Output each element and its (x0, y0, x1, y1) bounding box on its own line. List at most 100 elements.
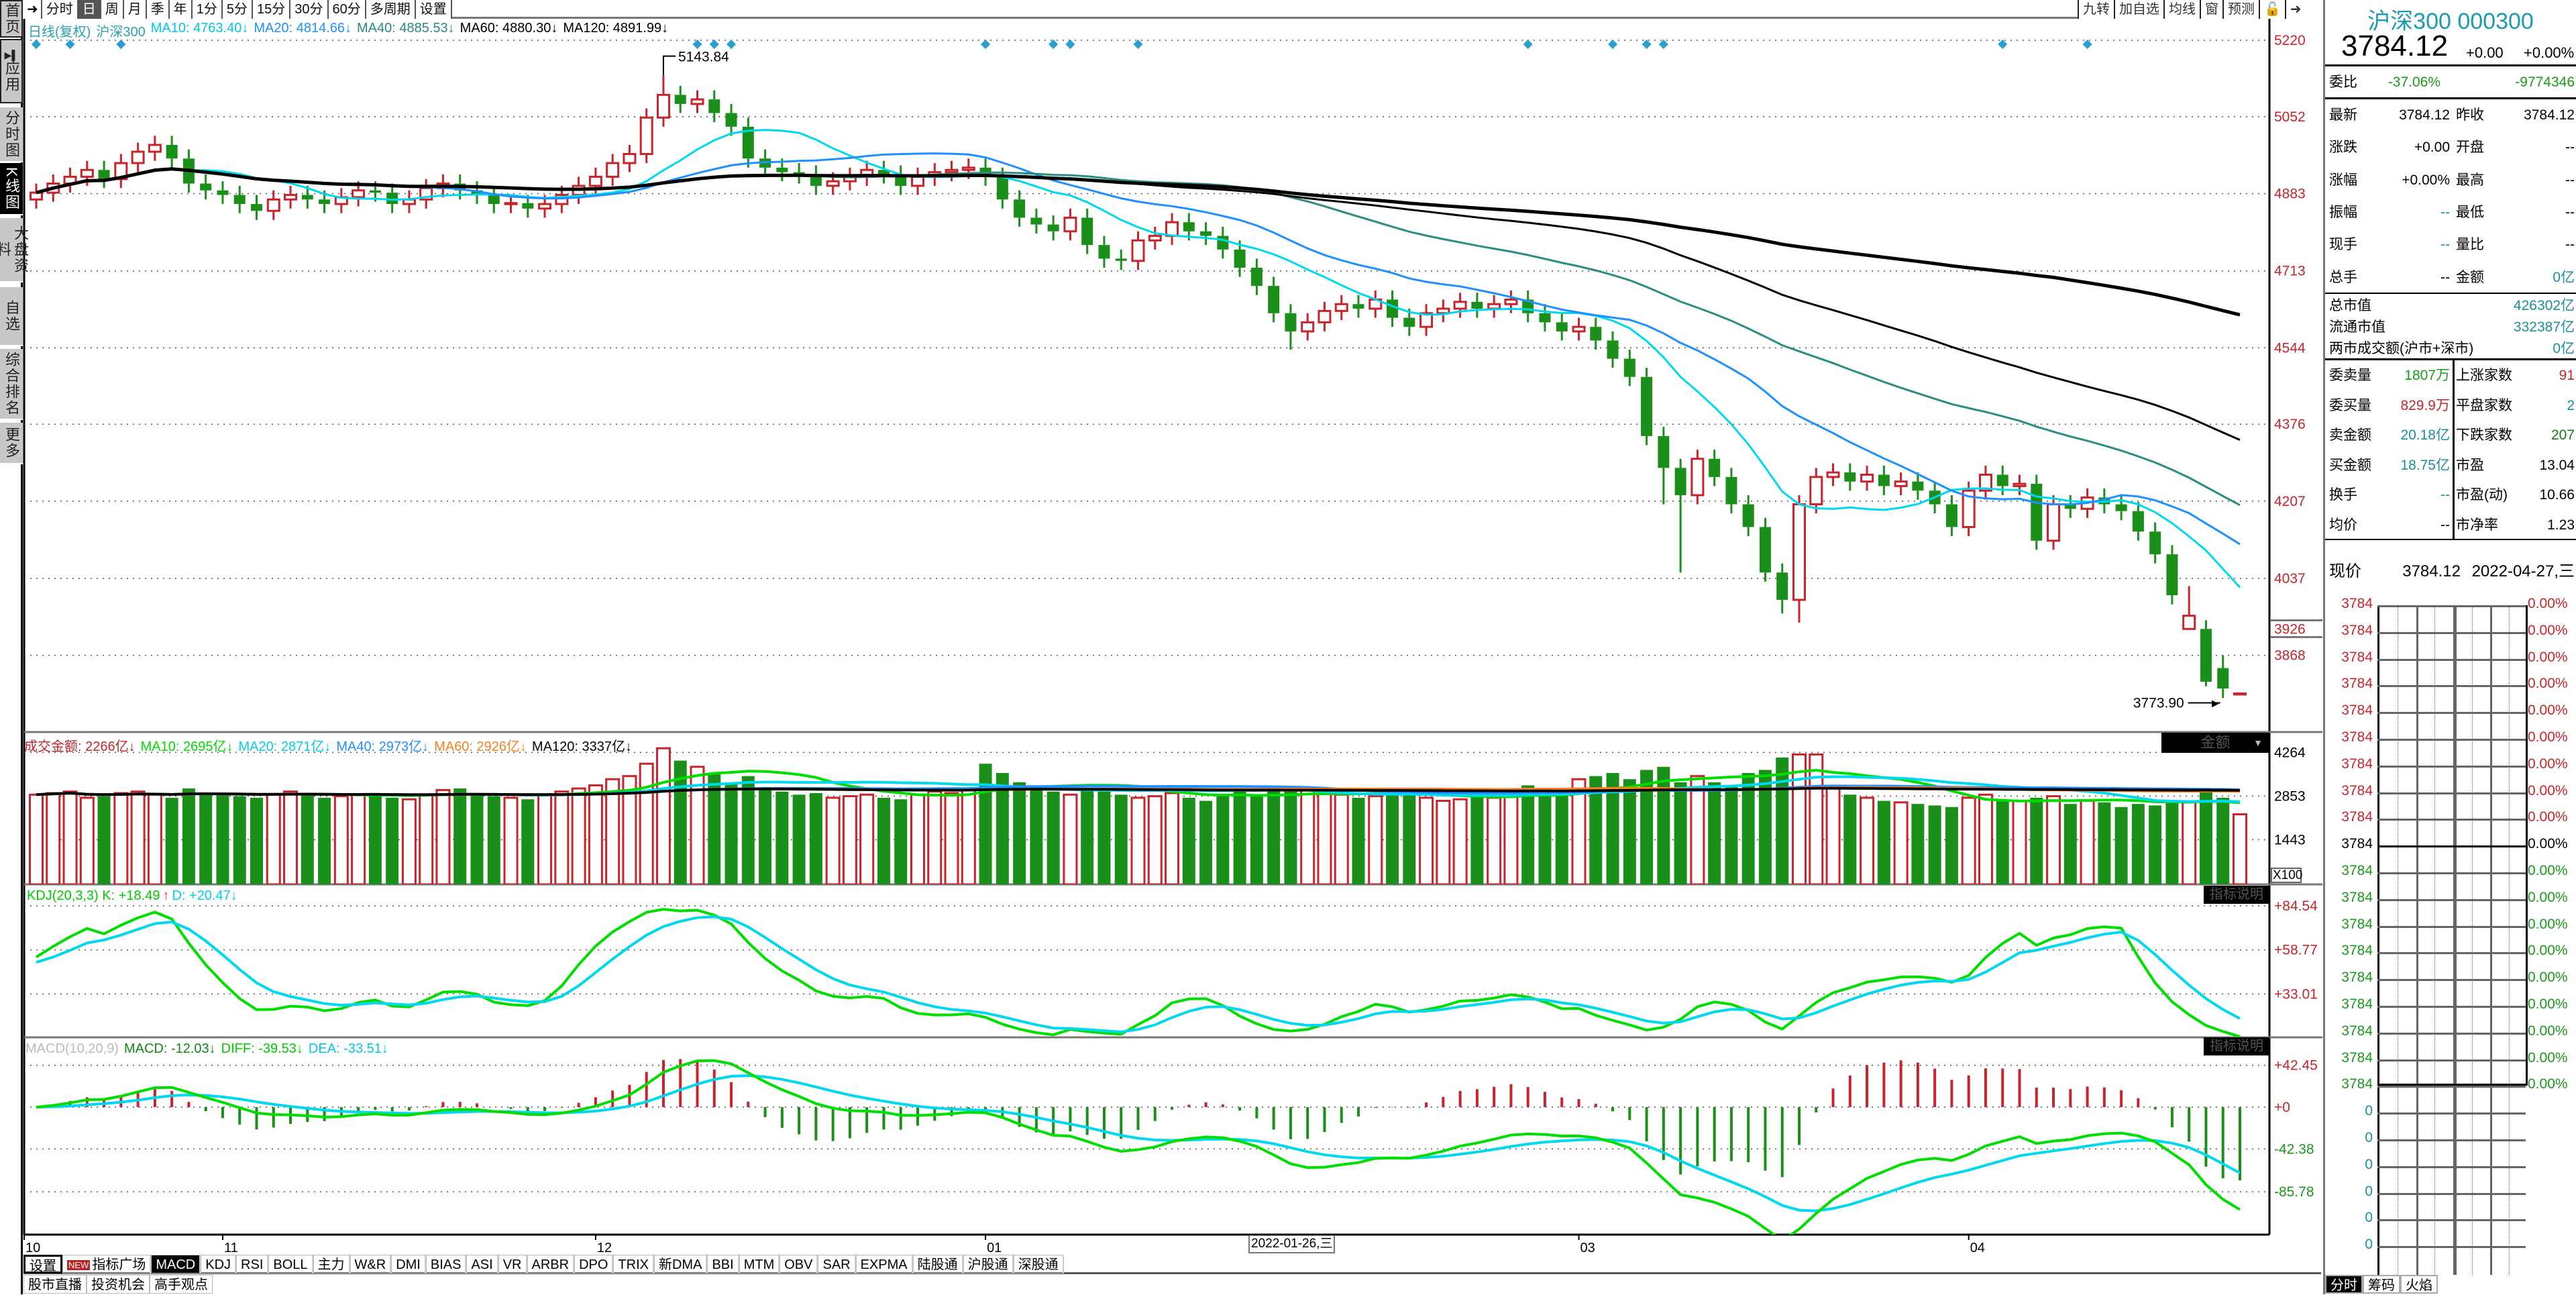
settings-tab[interactable]: 设置 (23, 1255, 62, 1274)
indicator-tab-8[interactable]: ASI (466, 1255, 498, 1274)
indicator-tab-16[interactable]: OBV (780, 1255, 818, 1274)
volume-legend-item: MA20: 2871亿↓ (238, 739, 331, 754)
period-tab-12[interactable]: 设置 (415, 0, 452, 19)
indicator-tab-11[interactable]: DPO (574, 1255, 614, 1274)
candle (1607, 331, 1619, 368)
high-annotation: 5143.84 (678, 50, 729, 65)
candle (945, 160, 959, 182)
indicator-tab-5[interactable]: W&R (350, 1255, 392, 1274)
indicator-tab-15[interactable]: MTM (739, 1255, 780, 1274)
period-tab-6[interactable]: 1分 (192, 0, 223, 19)
sidebar-item-4[interactable]: 大盘资料 (0, 218, 29, 282)
stats-value: 829.9万 (2400, 397, 2450, 413)
current-price-row: 现价 3784.12 2022-04-27,三 (2328, 562, 2575, 581)
volume-bar (318, 797, 331, 884)
candle (895, 165, 907, 195)
weibi-label: 委比 (2329, 74, 2357, 90)
volume-bar (1386, 794, 1399, 884)
tool-button-2[interactable]: 均线 (2163, 0, 2200, 19)
indicator-tab-0[interactable]: MACD (151, 1255, 201, 1274)
tool-button-1[interactable]: 加自选 (2114, 0, 2163, 19)
intraday-pct-label: 0.00% (2528, 649, 2568, 665)
indicator-plaza-tab[interactable]: NEW 指标广场 (62, 1255, 152, 1274)
volume-bar (961, 787, 976, 884)
volume-bar (1809, 753, 1824, 884)
volume-type-selector[interactable]: 金额 ▼ (2161, 733, 2269, 753)
tool-button-3[interactable]: 窗 (2200, 0, 2222, 19)
period-tab-4[interactable]: 季 (146, 0, 170, 19)
indicator-tab-9[interactable]: VR (498, 1255, 527, 1274)
indicator-tab-13[interactable]: 新DMA (653, 1255, 708, 1274)
intraday-pct-label: 0.00% (2528, 916, 2568, 932)
kdj-help-button[interactable]: 指标说明 (2204, 886, 2269, 904)
indicator-tab-6[interactable]: DMI (391, 1255, 426, 1274)
indicator-tab-12[interactable]: TRIX (613, 1255, 654, 1274)
sidebar-item-6[interactable]: 综合排名 (0, 349, 23, 420)
intraday-price-label: 3784 (2341, 889, 2373, 905)
sidebar-item-7[interactable]: 更多 (0, 423, 23, 464)
period-tab-10[interactable]: 60分 (328, 0, 366, 19)
intraday-grid[interactable] (2377, 605, 2526, 1275)
period-tab-3[interactable]: 月 (123, 0, 147, 19)
news-tab-0[interactable]: 股市直播 (23, 1275, 87, 1294)
indicator-tab-17[interactable]: SAR (818, 1255, 856, 1274)
intraday-tab-1[interactable]: 筹码 (2363, 1275, 2400, 1294)
macd-help-button[interactable]: 指标说明 (2204, 1037, 2269, 1055)
kdj-d-line (36, 915, 2241, 1033)
stats-label2: 上涨家数 (2456, 368, 2512, 383)
date-tick: 10 (25, 1241, 40, 1255)
indicator-tab-3[interactable]: BOLL (268, 1255, 313, 1274)
news-tab-1[interactable]: 投资机会 (87, 1275, 150, 1294)
sidebar-item-3[interactable]: K线图 (0, 163, 23, 215)
indicator-tab-1[interactable]: KDJ (201, 1255, 237, 1274)
candle (1301, 313, 1315, 341)
price-tick: 3868 (2274, 648, 2306, 664)
ma-legend-item: MA120: 4891.99↓ (563, 21, 669, 36)
stats-value2: 10.66 (2539, 487, 2575, 503)
candle (233, 185, 246, 213)
volume-bar (29, 793, 44, 884)
svg-text:▶: ▶ (2212, 697, 2219, 708)
indicator-tab-19[interactable]: 陆股通 (912, 1255, 963, 1274)
candle (1826, 463, 1840, 486)
collapse-arrow-icon[interactable]: ➜ (24, 0, 42, 19)
news-tab-2[interactable]: 高手观点 (150, 1275, 213, 1294)
period-tab-0[interactable]: 分时 (42, 0, 78, 19)
indicator-tab-10[interactable]: ARBR (527, 1255, 575, 1274)
volume-bar (1657, 766, 1670, 884)
indicator-tab-2[interactable]: RSI (236, 1255, 269, 1274)
indicator-tab-14[interactable]: BBI (707, 1255, 739, 1274)
indicator-tab-7[interactable]: BIAS (425, 1255, 467, 1274)
indicator-tab-18[interactable]: EXPMA (855, 1255, 913, 1274)
intraday-tab-2[interactable]: 火焰 (2400, 1275, 2438, 1294)
candle (1978, 465, 1992, 500)
ma-legend-item: MA20: 4814.66↓ (254, 21, 352, 36)
volume-bar (1640, 770, 1654, 884)
indicator-tab-20[interactable]: 沪股通 (963, 1255, 1014, 1274)
sidebar-item-0[interactable]: 首页 (0, 0, 23, 38)
period-tab-7[interactable]: 5分 (222, 0, 254, 19)
candle (538, 195, 552, 218)
sidebar-item-2[interactable]: 分时图 (0, 107, 23, 162)
indicator-tab-4[interactable]: 主力 (313, 1255, 350, 1274)
period-tab-8[interactable]: 15分 (253, 0, 291, 19)
intraday-price-label: 0 (2365, 1130, 2373, 1145)
volume-bar (1708, 782, 1721, 884)
intraday-price-label: 3784 (2341, 649, 2373, 665)
period-tab-2[interactable]: 周 (101, 0, 124, 19)
arrow-right-bar-icon[interactable]: ➜ (2284, 0, 2306, 19)
sidebar-item-1[interactable]: ▶▌ 应用 (0, 39, 23, 103)
period-tab-9[interactable]: 30分 (290, 0, 329, 19)
indicator-tab-21[interactable]: 深股通 (1013, 1255, 1064, 1274)
sidebar-item-5[interactable]: 自选 (0, 287, 23, 346)
period-tab-1[interactable]: 日 (78, 0, 101, 19)
intraday-tab-0[interactable]: 分时 (2325, 1275, 2363, 1294)
candle (877, 160, 890, 184)
period-tab-11[interactable]: 多周期 (366, 0, 416, 19)
period-tab-5[interactable]: 年 (169, 0, 193, 19)
tool-button-4[interactable]: 预测 (2222, 0, 2259, 19)
lock-icon[interactable]: 🔓 (2259, 0, 2285, 19)
volume-legend-item: 成交金额: 2266亿↓ (24, 739, 136, 754)
tool-button-0[interactable]: 九转 (2078, 0, 2114, 19)
